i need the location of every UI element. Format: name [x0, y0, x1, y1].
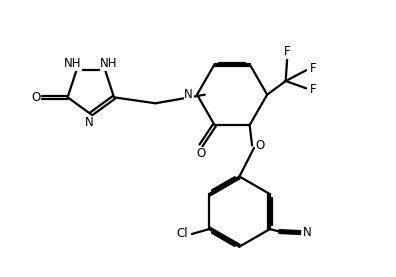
Text: F: F	[310, 62, 316, 75]
Text: O: O	[31, 91, 41, 104]
Text: N: N	[185, 88, 193, 101]
Text: NH: NH	[100, 57, 118, 70]
Text: O: O	[256, 139, 265, 152]
Text: N: N	[303, 226, 311, 239]
Text: F: F	[310, 83, 316, 96]
Text: F: F	[284, 45, 290, 58]
Text: Cl: Cl	[177, 227, 188, 240]
Text: O: O	[196, 147, 206, 160]
Text: NH: NH	[64, 57, 81, 70]
Text: N: N	[84, 116, 93, 129]
